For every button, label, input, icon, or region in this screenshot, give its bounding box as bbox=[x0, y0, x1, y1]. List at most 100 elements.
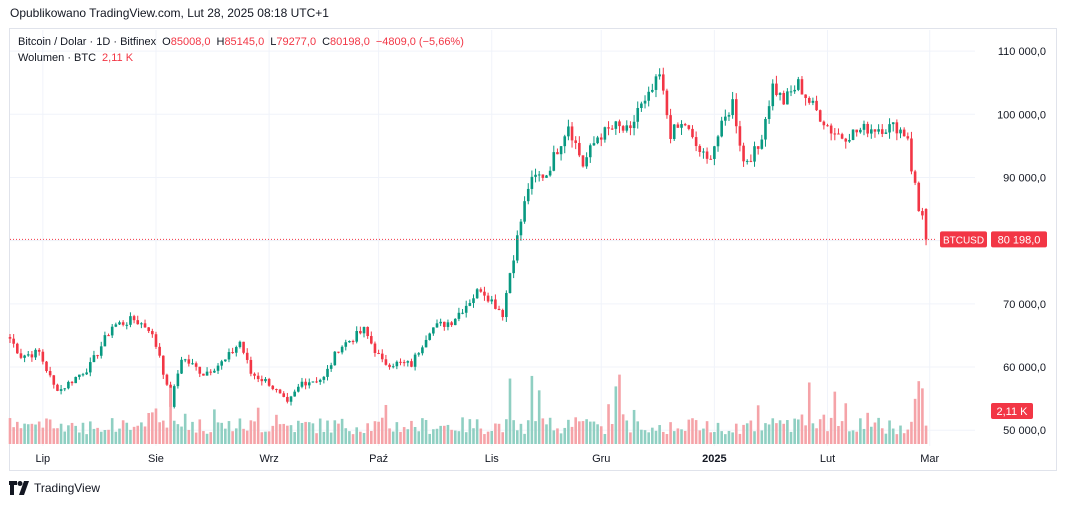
open-label: O bbox=[162, 36, 171, 48]
volume-bar bbox=[216, 422, 220, 444]
volume-bar bbox=[694, 420, 698, 444]
candle bbox=[541, 174, 545, 178]
candle bbox=[512, 260, 515, 274]
volume-bar bbox=[866, 412, 869, 444]
candle bbox=[362, 326, 366, 334]
candle bbox=[253, 373, 256, 376]
volume-bar bbox=[822, 414, 826, 444]
candle bbox=[494, 299, 497, 309]
candle bbox=[23, 355, 26, 358]
volume-bar bbox=[278, 424, 282, 444]
candle bbox=[910, 138, 913, 172]
candle bbox=[318, 379, 322, 382]
candle bbox=[103, 335, 107, 347]
volume-bar bbox=[41, 427, 45, 444]
volume-bar bbox=[588, 421, 592, 444]
candle bbox=[621, 126, 625, 131]
candle bbox=[515, 235, 519, 261]
candle bbox=[224, 359, 227, 362]
volume-bar bbox=[526, 420, 530, 444]
candle bbox=[880, 129, 884, 134]
candle bbox=[815, 100, 818, 111]
candle bbox=[526, 188, 530, 202]
volume-bar bbox=[260, 432, 264, 444]
chart-frame[interactable] bbox=[9, 28, 1057, 471]
volume-bar bbox=[424, 420, 428, 444]
y-tick-label: 90 000,0 bbox=[1003, 172, 1046, 184]
candle bbox=[811, 100, 815, 103]
symbol-tag-label: BTCUSD bbox=[943, 235, 984, 246]
volume-bar bbox=[56, 428, 59, 444]
volume-bar bbox=[661, 431, 665, 444]
candle bbox=[289, 396, 293, 402]
volume-bar bbox=[672, 431, 676, 444]
footer-brand[interactable]: TradingView bbox=[9, 481, 100, 495]
candle bbox=[125, 324, 129, 326]
candle bbox=[629, 125, 632, 129]
candle bbox=[143, 323, 147, 328]
volume-bar bbox=[891, 428, 895, 444]
volume-bar bbox=[793, 418, 796, 444]
volume-bar bbox=[880, 428, 884, 444]
candle bbox=[625, 125, 629, 131]
candle bbox=[640, 103, 643, 109]
candle bbox=[96, 355, 99, 357]
volume-bar bbox=[267, 431, 271, 444]
volume-bar bbox=[683, 430, 687, 444]
volume-bar bbox=[238, 418, 242, 444]
candle bbox=[727, 115, 731, 117]
candle bbox=[862, 123, 866, 130]
high-label: H bbox=[216, 36, 225, 48]
candle bbox=[114, 324, 118, 327]
candle bbox=[658, 74, 661, 77]
candle bbox=[158, 346, 161, 356]
volume-bar bbox=[172, 420, 176, 444]
candle bbox=[720, 120, 723, 137]
candle bbox=[870, 129, 873, 134]
volume-bar bbox=[592, 421, 596, 444]
candle bbox=[355, 330, 359, 342]
candle bbox=[15, 343, 19, 354]
candle bbox=[877, 129, 880, 132]
candle bbox=[297, 386, 300, 392]
candle bbox=[12, 338, 15, 344]
candle bbox=[121, 322, 125, 325]
candle bbox=[873, 129, 877, 132]
candle bbox=[380, 353, 384, 360]
volume-bar bbox=[402, 427, 406, 444]
volume-bar bbox=[103, 430, 107, 444]
candle bbox=[694, 137, 698, 147]
candle bbox=[213, 370, 216, 373]
candle bbox=[92, 355, 96, 363]
volume-bar bbox=[753, 431, 756, 444]
volume-bar bbox=[767, 424, 771, 444]
volume-bar bbox=[344, 428, 348, 444]
volume-bar bbox=[902, 433, 906, 444]
volume-bar bbox=[45, 418, 48, 444]
volume-bar bbox=[651, 427, 654, 444]
candle bbox=[537, 174, 541, 176]
candle bbox=[322, 376, 326, 380]
volume-bar bbox=[545, 424, 548, 444]
candle bbox=[483, 291, 486, 296]
candle bbox=[676, 124, 680, 128]
candle bbox=[432, 327, 435, 334]
candle bbox=[183, 359, 187, 361]
candle bbox=[176, 373, 180, 387]
candle bbox=[333, 351, 337, 366]
candle bbox=[428, 333, 432, 340]
candle bbox=[446, 322, 450, 327]
volume-bar bbox=[724, 434, 727, 444]
candle bbox=[738, 126, 742, 146]
volume-bar bbox=[833, 391, 837, 444]
candle bbox=[260, 379, 264, 382]
volume-bar bbox=[921, 388, 924, 444]
candle bbox=[132, 316, 136, 321]
volume-bar bbox=[607, 404, 610, 444]
volume-bar bbox=[151, 412, 154, 444]
candle bbox=[315, 381, 318, 383]
candle bbox=[826, 125, 829, 127]
volume-bar bbox=[859, 418, 862, 444]
volume-bar bbox=[165, 427, 169, 444]
